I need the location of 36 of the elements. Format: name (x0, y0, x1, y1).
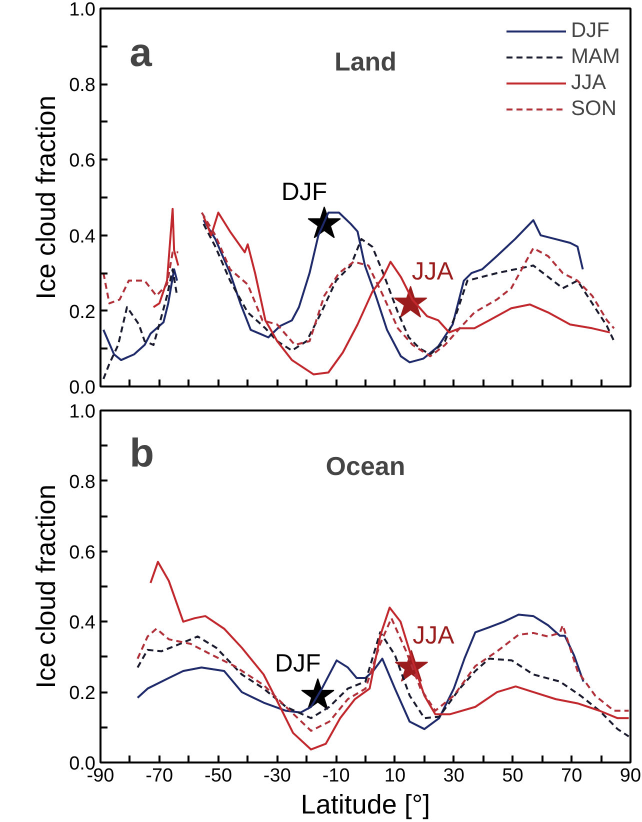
annotation: JJA (412, 621, 455, 650)
legend-label: JJA (571, 70, 606, 96)
annotation: DJF (281, 178, 328, 206)
y-tick-label: 0.4 (69, 612, 96, 634)
annotation: DJF (274, 650, 321, 678)
x-tick-label: -10 (322, 766, 350, 786)
y-tick-label: 0.8 (69, 472, 96, 493)
line-series (150, 560, 630, 750)
y-tick-label: 0.0 (69, 378, 96, 398)
y-axis-title: Ice cloud fraction (31, 484, 62, 689)
y-tick-label: 0.8 (69, 75, 96, 96)
annotation: a (130, 31, 153, 76)
x-tick-label: 10 (384, 766, 406, 786)
x-tick-label: 50 (502, 766, 524, 786)
y-tick-label: 0.2 (69, 302, 96, 323)
y-tick-label: 0.4 (69, 226, 96, 248)
annotation: b (130, 432, 154, 476)
legend-label: DJF (571, 18, 610, 44)
y-tick-label: 1.0 (69, 0, 96, 20)
x-tick-label: 90 (620, 766, 642, 786)
y-axis-title: Ice cloud fraction (31, 95, 62, 300)
x-tick-label: -70 (146, 766, 174, 786)
x-axis-title: Latitude [°] (300, 790, 430, 820)
y-tick-label: 0.6 (69, 542, 96, 564)
x-tick-label: -30 (263, 766, 291, 786)
y-tick-label: 1.0 (69, 402, 96, 422)
x-tick-label: -50 (204, 766, 232, 786)
y-tick-label: 0.2 (69, 683, 96, 704)
annotation: JJA (412, 257, 454, 286)
text: Land (334, 46, 397, 77)
x-tick-label: 70 (561, 766, 582, 786)
x-tick-label: 30 (443, 766, 464, 786)
text: Ocean (326, 450, 406, 481)
legend-label: SON (571, 96, 617, 122)
legend-label: MAM (571, 44, 620, 70)
y-tick-label: 0.6 (69, 150, 96, 172)
